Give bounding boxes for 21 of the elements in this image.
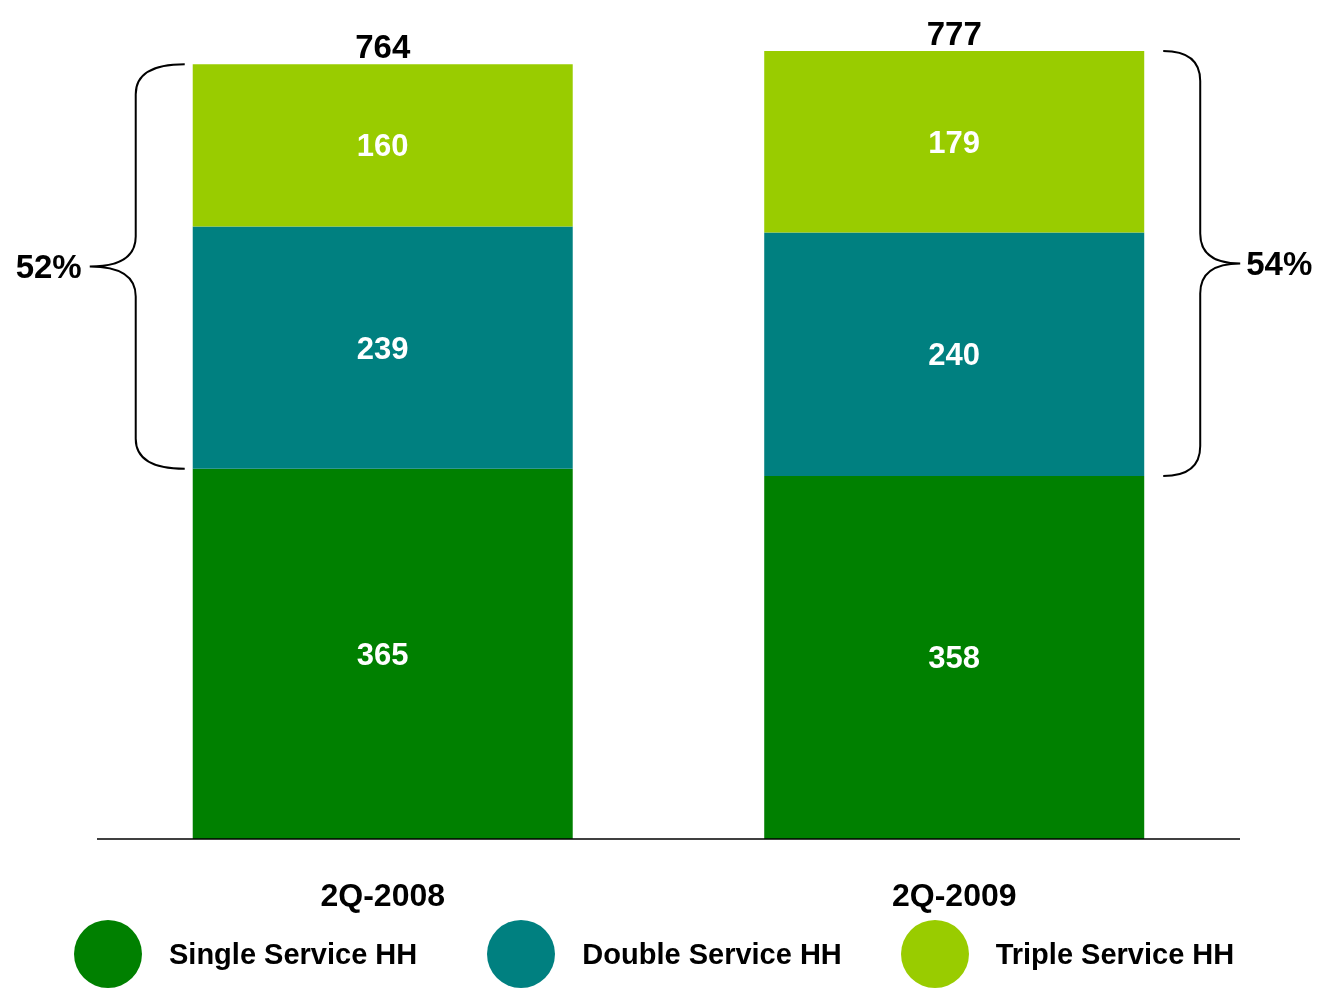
total-label: 777: [926, 14, 982, 52]
text: 54%: [1246, 244, 1313, 282]
total-label: 764: [355, 27, 411, 65]
legend-label: Double Service HH: [582, 937, 842, 971]
legend-label: Triple Service HH: [995, 937, 1235, 971]
bar: [192, 468, 573, 839]
data-label: 358: [928, 640, 981, 676]
bar: [192, 226, 573, 469]
bar: [764, 475, 1145, 839]
bar: [764, 232, 1145, 476]
text: 52%: [15, 248, 82, 286]
data-label: 365: [356, 636, 409, 672]
data-label: 239: [356, 330, 409, 366]
bar: [764, 51, 1145, 233]
x-tick-label: 2Q-2008: [320, 877, 446, 913]
data-label: 179: [928, 124, 981, 160]
data-label: 240: [928, 337, 981, 373]
x-tick-label: 2Q-2009: [891, 877, 1017, 913]
legend-label: Single Service HH: [169, 937, 418, 971]
bar: [192, 64, 573, 227]
data-label: 160: [356, 128, 409, 164]
